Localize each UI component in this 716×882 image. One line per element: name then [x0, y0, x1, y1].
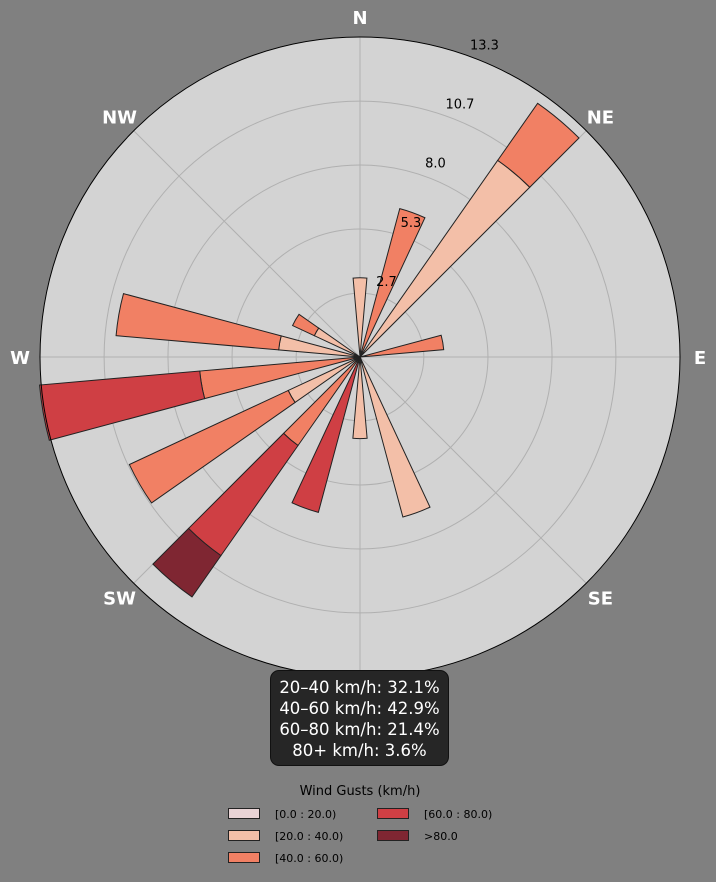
direction-label-w: W — [10, 348, 30, 369]
radial-tick-labels: 2.7 5.3 8.0 10.7 13.3 — [376, 38, 499, 290]
bar-segment-300-bin-2 — [291, 313, 320, 337]
bar-segment-280-bin-2 — [115, 293, 282, 351]
bar-segment-20-bin-2 — [359, 207, 426, 358]
bar-segment-200-bin-3 — [291, 356, 361, 513]
radial-tick-label: 2.7 — [376, 275, 397, 290]
legend-swatch-40-60 — [228, 852, 260, 863]
legend-label-60-80: [60.0 : 80.0) — [424, 808, 493, 821]
summary-line-20-40: 20–40 km/h: 32.1% — [279, 678, 440, 697]
direction-label-sw: SW — [103, 588, 136, 609]
grid-spoke — [133, 130, 361, 358]
direction-label-ne: NE — [587, 108, 614, 129]
bar-segment-260-bin-3 — [39, 370, 206, 441]
direction-labels: N NE E SE SW W NW — [10, 8, 706, 609]
legend-swatch-80-plus — [377, 830, 409, 841]
gust-summary-box: 20–40 km/h: 32.1% 40–60 km/h: 42.9% 60–8… — [270, 670, 449, 766]
legend-title: Wind Gusts (km/h) — [299, 784, 421, 799]
radial-tick-label: 8.0 — [425, 157, 446, 172]
legend-swatch-60-80 — [377, 808, 409, 819]
bar-segment-220-bin-4 — [152, 527, 222, 598]
legend: Wind Gusts (km/h) [0.0 : 20.0) [20.0 : 4… — [220, 782, 500, 872]
bar-segment-40-bin-2 — [496, 102, 580, 188]
bar-segment-0-bin-1 — [352, 277, 368, 358]
direction-label-n: N — [352, 8, 367, 29]
bar-segment-80-bin-2 — [359, 334, 445, 358]
wind-rose-bars — [39, 102, 580, 598]
legend-swatch-0-20 — [228, 808, 260, 819]
direction-label-se: SE — [588, 588, 613, 609]
summary-line-60-80: 60–80 km/h: 21.4% — [279, 720, 440, 739]
radial-tick-label: 5.3 — [401, 216, 422, 231]
bar-segment-240-bin-2 — [128, 389, 296, 504]
summary-line-40-60: 40–60 km/h: 42.9% — [279, 699, 440, 718]
legend-swatch-20-40 — [228, 830, 260, 841]
legend-label-0-20: [0.0 : 20.0) — [275, 808, 337, 821]
bar-segment-160-bin-1 — [359, 356, 431, 518]
direction-label-nw: NW — [102, 108, 137, 129]
grid-spoke — [359, 356, 587, 584]
bar-segment-180-bin-1 — [352, 356, 368, 440]
legend-label-20-40: [20.0 : 40.0) — [275, 830, 344, 843]
summary-line-80-plus: 80+ km/h: 3.6% — [292, 741, 427, 760]
wind-rose-chart: 2.7 5.3 8.0 10.7 13.3 N NE E SE SW W NW — [10, 8, 706, 678]
radial-tick-label: 13.3 — [470, 38, 499, 53]
radial-tick-label: 10.7 — [445, 98, 474, 113]
direction-label-e: E — [694, 348, 706, 369]
legend-label-80-plus: >80.0 — [424, 830, 458, 843]
legend-label-40-60: [40.0 : 60.0) — [275, 852, 344, 865]
